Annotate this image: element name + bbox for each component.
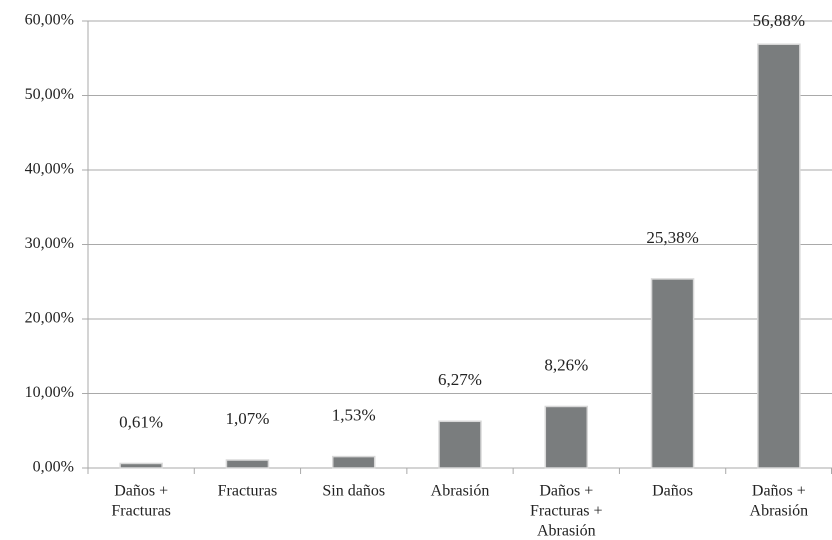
- x-tick-label: Fracturas: [111, 503, 171, 520]
- x-tick-label: Daños: [652, 483, 693, 500]
- y-tick-label: 50,00%: [25, 86, 74, 103]
- y-tick-label: 20,00%: [25, 310, 74, 327]
- value-label: 56,88%: [753, 11, 805, 30]
- value-label: 8,26%: [544, 355, 588, 374]
- bar: [757, 43, 801, 469]
- bar: [119, 462, 163, 469]
- x-tick-label: Daños +: [114, 483, 168, 500]
- x-tick-label: Sin daños: [322, 483, 385, 500]
- x-tick-label: Abrasión: [431, 483, 490, 500]
- value-label: 1,53%: [332, 406, 376, 425]
- x-tick-label: Fracturas: [218, 483, 278, 500]
- value-label: 6,27%: [438, 370, 482, 389]
- bar: [225, 459, 270, 469]
- x-tick-label: Daños +: [752, 483, 806, 500]
- value-label: 0,61%: [119, 412, 163, 431]
- y-tick-label: 0,00%: [33, 459, 74, 476]
- x-tick-label: Abrasión: [537, 523, 596, 540]
- bar: [331, 455, 376, 469]
- y-tick-label: 30,00%: [25, 235, 74, 252]
- x-tick-label: Abrasión: [750, 503, 809, 520]
- bar: [438, 420, 482, 469]
- y-tick-label: 10,00%: [25, 384, 74, 401]
- value-label: 1,07%: [225, 409, 269, 428]
- bar: [544, 405, 589, 469]
- x-tick-label: Daños +: [539, 483, 593, 500]
- x-tick-label: Fracturas +: [530, 503, 603, 520]
- y-tick-label: 60,00%: [25, 12, 74, 29]
- y-tick-label: 40,00%: [25, 161, 74, 178]
- value-label: 25,38%: [646, 228, 698, 247]
- bar: [650, 278, 695, 469]
